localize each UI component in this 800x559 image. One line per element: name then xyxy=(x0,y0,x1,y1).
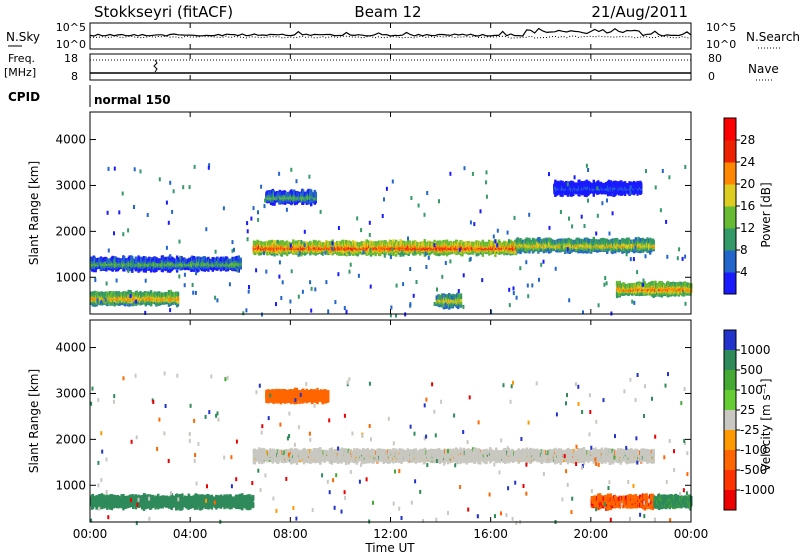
noise-tick-right-top: 10^5 xyxy=(706,21,736,34)
cpid-label: CPID xyxy=(8,90,40,104)
freq-panel: Freq. [MHz] 18 8 80 0 Nave xyxy=(4,52,779,83)
noise-sky-line xyxy=(90,29,691,37)
heatmap-cell xyxy=(653,240,655,244)
nave-label: Nave xyxy=(748,62,779,76)
noise-tick-right-bottom: 10^0 xyxy=(706,38,736,51)
beam-title: Beam 12 xyxy=(354,3,421,21)
cpid-program: normal 150 xyxy=(94,93,171,107)
cpid-panel: CPID normal 150 xyxy=(8,85,171,107)
noise-panel: N.Sky 10^5 10^0 10^5 10^0 N.Search xyxy=(6,21,800,51)
noise-tick-left-top: 10^5 xyxy=(56,21,86,34)
date-title: 21/Aug/2011 xyxy=(591,3,688,21)
station-title: Stokkseyri (fitACF) xyxy=(94,3,233,21)
noise-tick-left-bottom: 10^0 xyxy=(56,38,86,51)
noise-search-label: N.Search xyxy=(746,30,800,44)
freq-tick-bottom: 8 xyxy=(71,70,78,83)
freq-label-2: [MHz] xyxy=(4,66,36,79)
freq-label-1: Freq. xyxy=(8,52,35,65)
power-heatmap-cells xyxy=(90,163,693,317)
freq-glitch xyxy=(154,60,157,72)
nave-tick-bottom: 0 xyxy=(708,70,715,83)
noise-sky-label: N.Sky xyxy=(6,30,40,44)
freq-tick-top: 18 xyxy=(64,52,78,65)
nave-tick-top: 80 xyxy=(708,52,722,65)
